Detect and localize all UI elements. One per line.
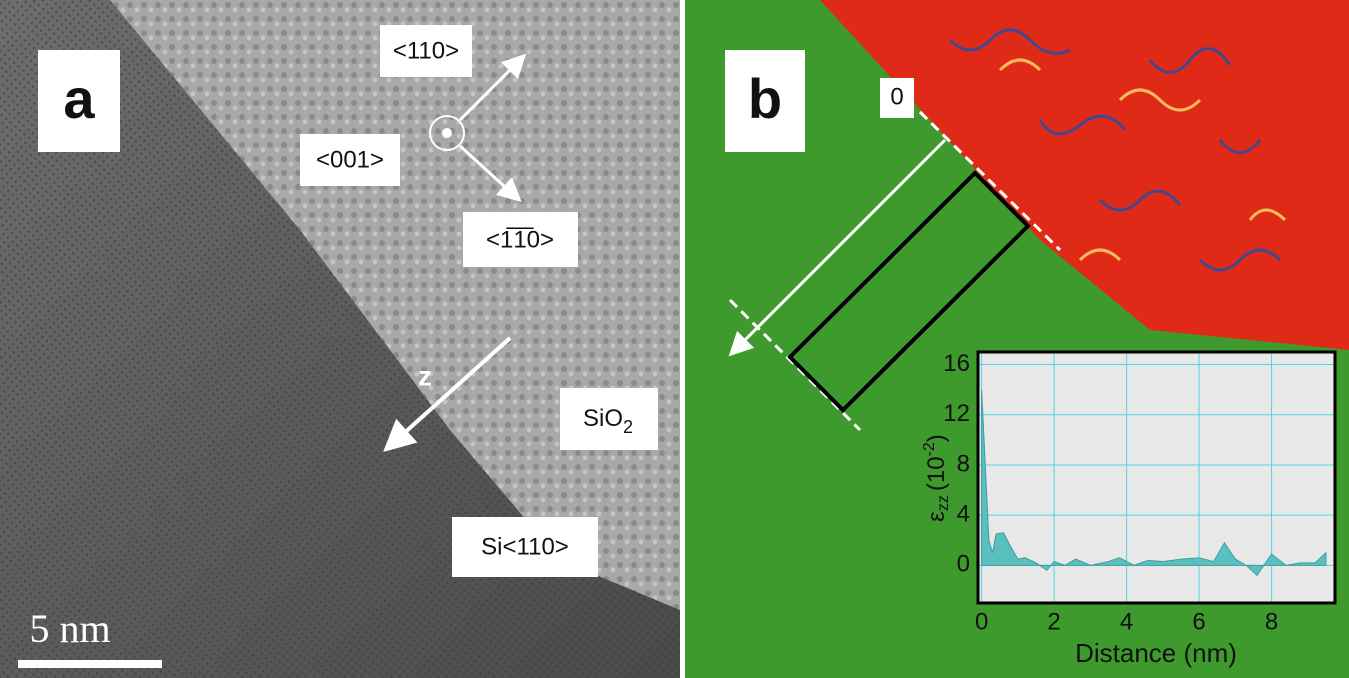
label-box <box>38 50 120 152</box>
area <box>981 389 1327 577</box>
axis-symbol <box>442 128 452 138</box>
texture <box>998 58 1287 262</box>
scale-bar <box>18 660 162 668</box>
superscript: -2 <box>921 442 938 456</box>
subscript: zz <box>935 495 952 511</box>
inset-chart: 0 2 4 6 8 0 4 8 12 16 <box>943 350 1337 635</box>
direction-label: <001> <box>316 146 384 173</box>
arrow <box>728 138 947 357</box>
label-box <box>725 50 805 152</box>
panel-label: b <box>748 67 782 130</box>
oxide-region <box>110 0 680 610</box>
arrow <box>458 144 522 203</box>
x-tick-label: 4 <box>1120 608 1133 635</box>
interface-line <box>918 110 1062 252</box>
y-tick-label: 16 <box>943 350 970 377</box>
text: (10 <box>923 456 950 491</box>
x-tick-label: 6 <box>1192 608 1205 635</box>
region-label: SiO2 <box>583 405 633 436</box>
guide-line <box>728 298 862 432</box>
panel-b: b 0 <box>685 0 1349 678</box>
label-box <box>463 212 578 267</box>
text: SiO <box>583 405 623 432</box>
x-axis-label: Distance (nm) <box>1075 638 1237 668</box>
direction-label: <1̅1̅0> <box>486 226 554 253</box>
x-tick-label: 8 <box>1265 608 1278 635</box>
panel-label: a <box>63 67 95 130</box>
label-box <box>452 517 598 577</box>
origin-label: 0 <box>890 83 903 110</box>
axis-symbol <box>429 115 465 151</box>
y-tick-label: 4 <box>957 500 970 527</box>
label-box <box>560 388 658 450</box>
label-box <box>300 134 400 186</box>
y-tick-label: 0 <box>957 551 970 578</box>
region-label: Si<110> <box>481 533 569 560</box>
text: ) <box>923 434 950 442</box>
direction-label: <110> <box>393 37 459 64</box>
scale-label: 5 nm <box>29 606 110 651</box>
oxide-strain <box>820 0 1349 350</box>
y-tick-label: 8 <box>957 450 970 477</box>
panel-a: a <110> <001> <1̅1̅0> z SiO2 Si<110> 5 n… <box>0 0 680 678</box>
texture <box>948 28 1282 272</box>
arrow <box>458 53 527 122</box>
x-tick-label: 0 <box>975 608 988 635</box>
label-box <box>380 25 472 77</box>
plot-frame <box>976 350 1337 605</box>
y-tick-label: 12 <box>943 400 970 427</box>
subscript: 2 <box>623 417 633 437</box>
arrow <box>383 336 512 453</box>
profile-box <box>787 170 1031 413</box>
label-box <box>880 78 914 118</box>
text: ε <box>923 511 950 522</box>
x-tick-label: 2 <box>1047 608 1060 635</box>
z-label: z <box>418 360 432 391</box>
y-axis-label: εzz (10-2) <box>921 434 952 522</box>
